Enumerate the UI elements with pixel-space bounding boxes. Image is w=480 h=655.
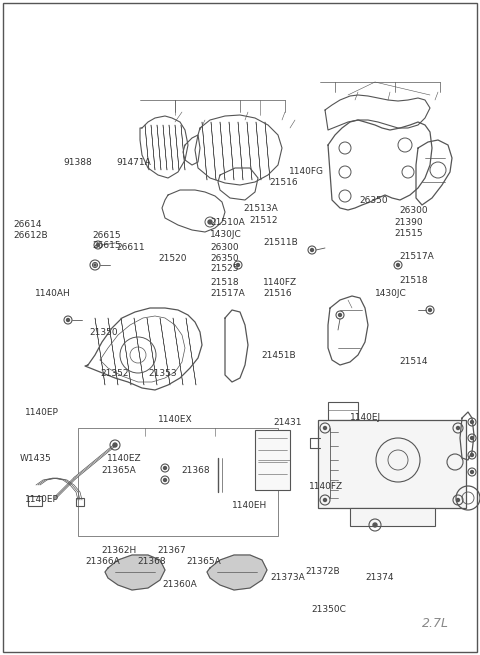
Text: 26612B: 26612B bbox=[13, 231, 48, 240]
Text: 21516: 21516 bbox=[263, 289, 292, 298]
Circle shape bbox=[237, 263, 240, 267]
Circle shape bbox=[429, 309, 432, 312]
Circle shape bbox=[96, 244, 99, 246]
Text: 21516: 21516 bbox=[269, 178, 298, 187]
Text: 21520: 21520 bbox=[159, 254, 187, 263]
Text: 21517A: 21517A bbox=[399, 252, 434, 261]
Text: 1140AH: 1140AH bbox=[35, 289, 71, 298]
Text: 21518: 21518 bbox=[399, 276, 428, 285]
Circle shape bbox=[164, 466, 167, 470]
Text: 26300: 26300 bbox=[210, 243, 239, 252]
Circle shape bbox=[324, 426, 326, 430]
Text: 21512: 21512 bbox=[250, 215, 278, 225]
Text: 26614: 26614 bbox=[13, 219, 42, 229]
Bar bbox=[28, 496, 42, 506]
Text: 1140EZ: 1140EZ bbox=[107, 454, 141, 463]
Text: 26300: 26300 bbox=[399, 206, 428, 215]
Text: 21514: 21514 bbox=[399, 357, 428, 366]
Text: 21365A: 21365A bbox=[102, 466, 136, 475]
Text: 21350: 21350 bbox=[89, 328, 118, 337]
Text: 21350C: 21350C bbox=[312, 605, 346, 614]
Text: 21367: 21367 bbox=[157, 546, 186, 555]
Bar bbox=[78, 428, 278, 536]
Text: 21373A: 21373A bbox=[271, 573, 305, 582]
Text: 21365A: 21365A bbox=[186, 557, 221, 567]
Text: 21525: 21525 bbox=[210, 264, 239, 273]
Text: 91471A: 91471A bbox=[116, 158, 151, 167]
Text: 26615: 26615 bbox=[92, 231, 121, 240]
Circle shape bbox=[338, 314, 341, 316]
Text: W1435: W1435 bbox=[20, 454, 52, 463]
Bar bbox=[318, 420, 466, 508]
Circle shape bbox=[470, 436, 473, 440]
Text: 21360A: 21360A bbox=[163, 580, 197, 589]
Text: 1140FZ: 1140FZ bbox=[263, 278, 297, 288]
Text: 21368: 21368 bbox=[137, 557, 166, 567]
Circle shape bbox=[208, 220, 212, 224]
Circle shape bbox=[113, 443, 117, 447]
Bar bbox=[255, 430, 290, 490]
Text: 1140FG: 1140FG bbox=[289, 167, 324, 176]
Text: 21515: 21515 bbox=[395, 229, 423, 238]
Bar bbox=[76, 498, 84, 506]
Text: 21368: 21368 bbox=[181, 466, 210, 475]
Text: 1140FZ: 1140FZ bbox=[309, 481, 344, 491]
Text: 21517A: 21517A bbox=[210, 289, 245, 298]
Text: 21431: 21431 bbox=[274, 418, 302, 427]
Circle shape bbox=[470, 453, 473, 457]
Circle shape bbox=[67, 318, 70, 322]
Text: 26611: 26611 bbox=[116, 243, 145, 252]
Text: 21366A: 21366A bbox=[86, 557, 120, 567]
Text: 2.7L: 2.7L bbox=[422, 617, 449, 630]
Text: 21510A: 21510A bbox=[210, 218, 245, 227]
Text: 21353: 21353 bbox=[148, 369, 177, 378]
Text: 21513A: 21513A bbox=[244, 204, 278, 213]
Text: 21451B: 21451B bbox=[261, 350, 296, 360]
Circle shape bbox=[456, 498, 459, 502]
Circle shape bbox=[94, 264, 96, 266]
Text: 1140EP: 1140EP bbox=[25, 408, 59, 417]
Text: 26350: 26350 bbox=[359, 196, 388, 205]
Circle shape bbox=[164, 479, 167, 481]
Text: 21390: 21390 bbox=[395, 218, 423, 227]
Text: 26615: 26615 bbox=[92, 241, 121, 250]
Circle shape bbox=[396, 263, 399, 267]
Text: 21374: 21374 bbox=[365, 573, 394, 582]
Circle shape bbox=[324, 498, 326, 502]
Circle shape bbox=[311, 248, 313, 252]
Bar bbox=[328, 402, 358, 420]
Circle shape bbox=[373, 523, 377, 527]
Text: 91388: 91388 bbox=[63, 158, 92, 167]
Text: 21372B: 21372B bbox=[305, 567, 340, 576]
Polygon shape bbox=[207, 555, 267, 590]
Text: 1430JC: 1430JC bbox=[210, 230, 242, 239]
Text: 21362H: 21362H bbox=[101, 546, 137, 555]
Text: 21511B: 21511B bbox=[263, 238, 298, 247]
Text: 1140EX: 1140EX bbox=[158, 415, 192, 424]
Text: 21352: 21352 bbox=[100, 369, 129, 378]
Circle shape bbox=[456, 426, 459, 430]
Bar bbox=[350, 508, 435, 526]
Circle shape bbox=[470, 470, 473, 474]
Text: 26350: 26350 bbox=[210, 253, 239, 263]
Polygon shape bbox=[105, 555, 165, 590]
Circle shape bbox=[470, 421, 473, 424]
Text: 1140EH: 1140EH bbox=[232, 501, 267, 510]
Text: 1140EP: 1140EP bbox=[25, 495, 59, 504]
Text: 1430JC: 1430JC bbox=[375, 289, 407, 298]
Text: 21518: 21518 bbox=[210, 278, 239, 288]
Text: 1140EJ: 1140EJ bbox=[350, 413, 381, 422]
